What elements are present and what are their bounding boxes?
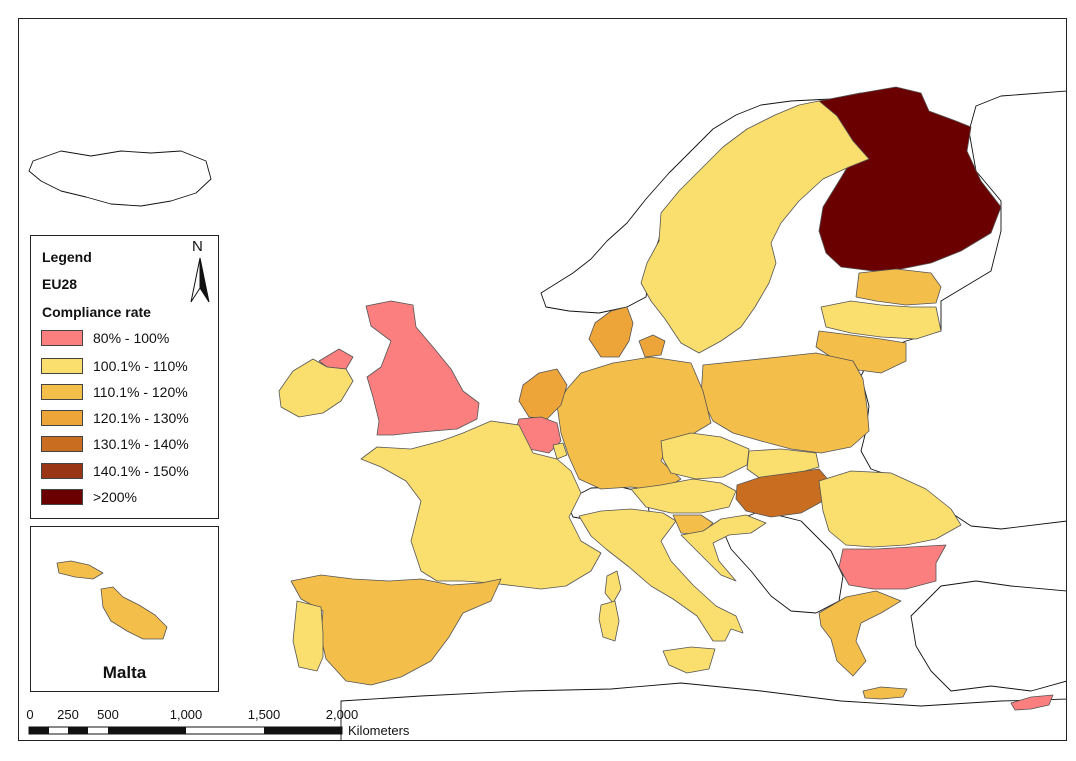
north-arrow-letter: N <box>192 238 203 255</box>
legend-row: 140.1% - 150% <box>41 462 189 480</box>
legend-swatch <box>41 463 83 479</box>
legend-swatch <box>41 358 83 374</box>
country-ireland[interactable] <box>278 358 354 418</box>
north-arrow-icon <box>190 257 210 303</box>
country-austria[interactable] <box>630 478 737 514</box>
scale-tick: 1,000 <box>169 707 203 722</box>
country-denmark-zealand[interactable] <box>638 334 666 358</box>
country-latvia[interactable] <box>820 300 942 340</box>
scale-tick: 250 <box>57 707 79 722</box>
legend-label: 130.1% - 140% <box>93 436 189 452</box>
legend-label: >200% <box>93 489 137 505</box>
country-cyprus[interactable] <box>1010 694 1054 711</box>
country-croatia[interactable] <box>680 514 767 582</box>
country-portugal[interactable] <box>292 600 324 672</box>
legend-row: 80% - 100% <box>41 329 169 347</box>
scale-tick: 500 <box>97 707 119 722</box>
legend-field-name: Compliance rate <box>42 304 151 320</box>
legend-layer-name: EU28 <box>42 276 78 292</box>
turkey-outline <box>910 580 1066 692</box>
north-africa-outline <box>340 682 1066 740</box>
legend-row: 110.1% - 120% <box>41 383 188 401</box>
legend-swatch <box>41 384 83 400</box>
country-malta-main[interactable] <box>100 586 168 640</box>
balkans-outline <box>720 510 844 614</box>
legend-label: 140.1% - 150% <box>93 463 189 479</box>
legend-swatch <box>41 410 83 426</box>
scale-tick: 1,500 <box>247 707 281 722</box>
legend-label: 120.1% - 130% <box>93 410 189 426</box>
scale-bar-graphic <box>28 726 343 735</box>
legend-label: 110.1% - 120% <box>93 384 188 400</box>
legend-label: 100.1% - 110% <box>93 358 188 374</box>
iceland-outline <box>28 150 212 207</box>
malta-inset-map[interactable] <box>31 527 218 657</box>
legend-swatch <box>41 489 83 505</box>
country-crete[interactable] <box>862 686 908 700</box>
legend-panel: Legend EU28 Compliance rate 80% - 100% 1… <box>30 235 219 519</box>
country-romania[interactable] <box>818 470 962 548</box>
country-poland[interactable] <box>700 352 870 454</box>
country-italy[interactable] <box>578 508 744 642</box>
country-hungary[interactable] <box>735 468 832 518</box>
legend-row: 130.1% - 140% <box>41 435 189 453</box>
country-denmark[interactable] <box>588 306 634 358</box>
country-finland[interactable] <box>818 86 1002 272</box>
legend-label: 80% - 100% <box>93 330 170 346</box>
country-netherlands[interactable] <box>518 368 568 420</box>
country-malta-gozo[interactable] <box>56 560 104 580</box>
country-corsica[interactable] <box>604 570 622 604</box>
country-sicily[interactable] <box>662 646 716 674</box>
country-estonia[interactable] <box>855 268 942 306</box>
malta-inset-label: Malta <box>102 663 147 682</box>
scale-tick: 0 <box>26 707 34 722</box>
country-bulgaria[interactable] <box>838 544 947 590</box>
country-sardinia[interactable] <box>598 600 620 642</box>
malta-inset: Malta <box>30 526 219 692</box>
scale-unit: Kilometers <box>348 723 410 738</box>
legend-swatch <box>41 436 83 452</box>
legend-title: Legend <box>42 249 92 265</box>
country-lithuania[interactable] <box>815 330 907 374</box>
scale-tick: 2,000 <box>325 707 359 722</box>
scale-bar: 0 250 500 1,000 1,500 2,000 Kilometers <box>26 707 448 739</box>
legend-swatch <box>41 330 83 346</box>
legend-row: 100.1% - 110% <box>41 357 188 375</box>
country-luxembourg[interactable] <box>552 442 568 460</box>
country-germany[interactable] <box>556 356 712 492</box>
country-united-kingdom[interactable] <box>365 300 480 436</box>
legend-row: 120.1% - 130% <box>41 409 189 427</box>
legend-row: >200% <box>41 488 137 506</box>
country-sweden[interactable] <box>640 100 870 354</box>
country-greece[interactable] <box>818 590 902 677</box>
country-czech[interactable] <box>660 432 750 480</box>
map-canvas[interactable] <box>19 19 1067 741</box>
north-arrow: N <box>186 238 214 304</box>
